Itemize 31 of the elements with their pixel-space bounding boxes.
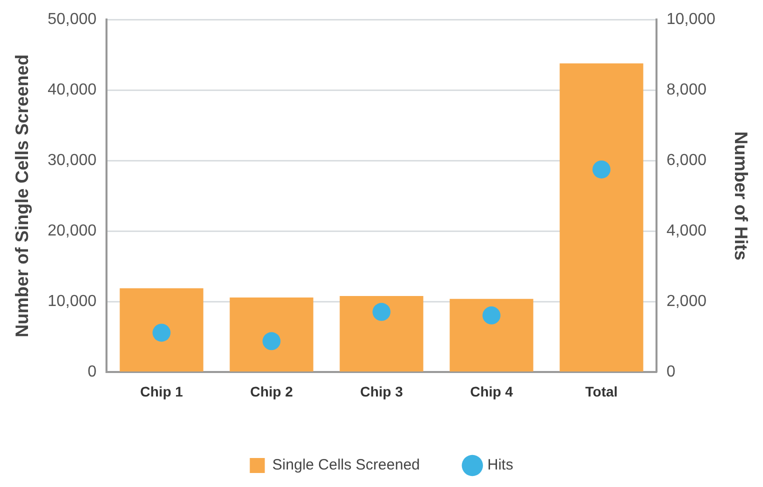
point — [592, 160, 610, 178]
y2-tick-label: 6,000 — [666, 152, 707, 170]
y2-tick-label: 2,000 — [666, 293, 707, 310]
x-tick-label: Chip 3 — [360, 383, 404, 400]
y-tick-label: 0 — [88, 364, 97, 381]
y-tick-label: 50,000 — [48, 11, 97, 28]
y2-tick-label: 4,000 — [666, 222, 707, 240]
y2-tick-label: 0 — [666, 364, 676, 381]
y-axis-title: Number of Single Cells Screened — [12, 54, 32, 338]
x-tick-label: Chip 1 — [140, 383, 184, 400]
x-tick-label: Chip 4 — [470, 383, 514, 400]
x-tick-label: Chip 2 — [250, 383, 294, 400]
bar — [340, 296, 424, 372]
point — [372, 302, 390, 321]
y2-tick-label: 10,000 — [666, 11, 716, 28]
bar — [560, 63, 644, 372]
legend-label: Hits — [487, 456, 514, 474]
point — [262, 332, 281, 350]
y-tick-label: 20,000 — [48, 222, 97, 240]
x-tick-label: Total — [585, 383, 618, 400]
bar — [450, 298, 534, 372]
y-tick-label: 10,000 — [48, 293, 97, 310]
y-tick-label: 30,000 — [48, 152, 97, 170]
y-tick-label: 40,000 — [48, 82, 97, 99]
y2-axis-title: Number of Hits — [731, 131, 752, 260]
point — [482, 306, 500, 324]
bar — [120, 288, 204, 372]
point — [152, 324, 171, 342]
bar — [230, 297, 314, 372]
y2-tick-label: 8,000 — [666, 82, 707, 99]
legend-label: Single Cells Screened — [272, 456, 420, 474]
